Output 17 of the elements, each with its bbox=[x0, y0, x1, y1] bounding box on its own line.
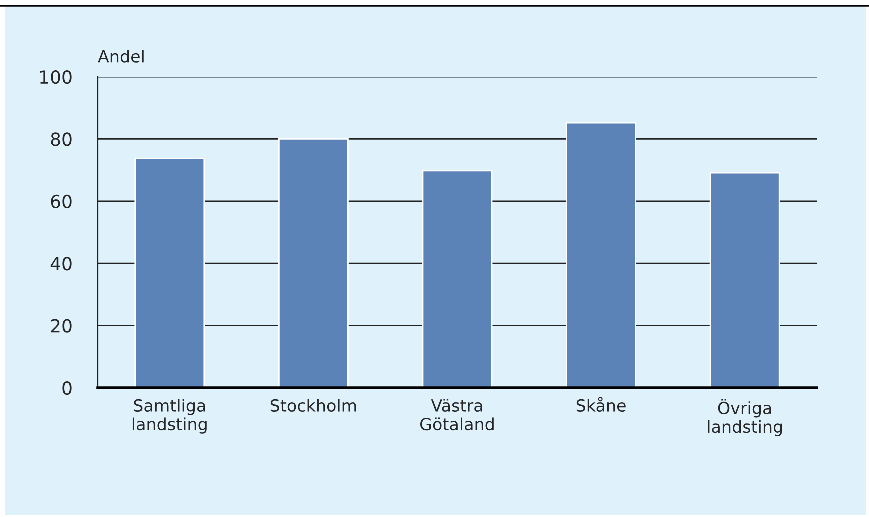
bar bbox=[134, 158, 206, 388]
y-tick-label: 20 bbox=[51, 319, 72, 333]
x-tick-label: Västra Götaland bbox=[420, 399, 494, 431]
y-tick-label: 80 bbox=[51, 132, 72, 146]
x-tick-label: Skåne bbox=[576, 397, 626, 412]
x-tick-label: Stockholm bbox=[270, 399, 356, 412]
x-tick-label: Samtliga landsting bbox=[132, 399, 207, 434]
y-tick-label: 40 bbox=[50, 257, 72, 271]
x-tick-label: Övriga landsting bbox=[708, 399, 782, 436]
y-axis-title: Andel bbox=[98, 50, 144, 63]
y-tick-label: 100 bbox=[40, 70, 72, 84]
bar bbox=[278, 138, 349, 388]
y-tick-label: 0 bbox=[62, 381, 72, 396]
y-tick-label: 60 bbox=[51, 194, 72, 209]
bar bbox=[710, 172, 780, 388]
bar bbox=[566, 122, 637, 388]
bar bbox=[422, 170, 493, 388]
